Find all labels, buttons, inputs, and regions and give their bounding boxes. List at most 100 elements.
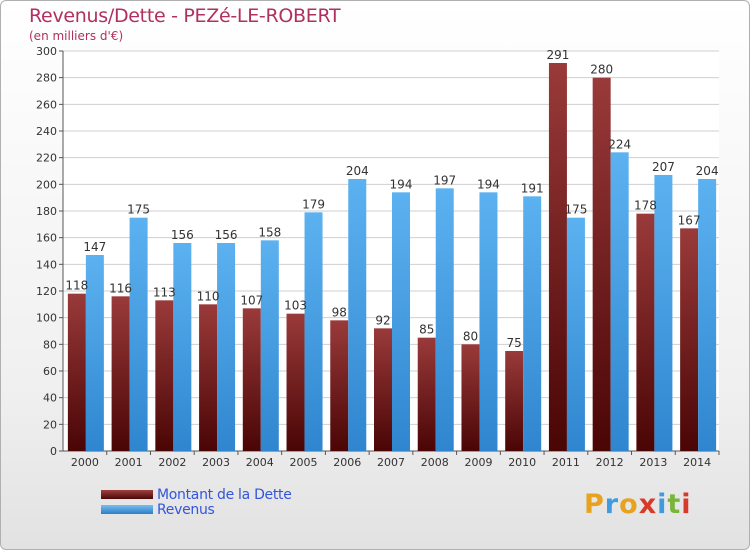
data-label-revenus: 197 [433, 173, 456, 187]
data-label-dette: 103 [284, 299, 307, 313]
legend-label-revenus: Revenus [157, 501, 215, 518]
data-label-dette: 92 [375, 313, 390, 327]
bar-revenus [654, 175, 673, 451]
x-tick-label: 2000 [71, 456, 99, 469]
data-label-revenus: 158 [258, 225, 281, 239]
x-tick-label: 2001 [115, 456, 143, 469]
legend-label-dette: Montant de la Dette [157, 486, 292, 503]
x-tick-label: 2006 [333, 456, 361, 469]
x-tick-label: 2012 [596, 456, 624, 469]
bar-dette [330, 320, 349, 451]
legend-swatch-revenus [101, 505, 153, 514]
bar-dette [680, 228, 699, 451]
data-label-revenus: 194 [477, 177, 500, 191]
data-label-dette: 75 [507, 336, 522, 350]
logo-letter: o [619, 489, 639, 520]
data-label-dette: 116 [109, 281, 132, 295]
x-tick-label: 2010 [508, 456, 536, 469]
bar-dette [417, 337, 436, 451]
y-tick-label: 0 [50, 445, 57, 458]
bar-revenus [435, 188, 454, 452]
x-tick-label: 2002 [158, 456, 186, 469]
y-tick-label: 300 [36, 45, 57, 58]
legend: Montant de la Dette Revenus [101, 486, 292, 518]
y-tick-label: 20 [43, 418, 57, 431]
legend-swatch-dette [101, 490, 153, 499]
x-tick-label: 2007 [377, 456, 405, 469]
bar-dette [242, 308, 261, 451]
bar-revenus [566, 217, 585, 451]
y-tick-label: 280 [36, 72, 57, 85]
data-label-revenus: 175 [127, 203, 150, 217]
bar-revenus [479, 192, 498, 452]
data-label-revenus: 204 [696, 164, 719, 178]
legend-item-dette: Montant de la Dette [101, 486, 292, 503]
y-tick-label: 60 [43, 365, 57, 378]
x-tick-label: 2013 [639, 456, 667, 469]
bar-dette [636, 213, 655, 451]
data-label-dette: 178 [634, 199, 657, 213]
data-label-dette: 280 [590, 63, 613, 77]
bar-revenus [85, 255, 104, 451]
y-tick-label: 140 [36, 258, 57, 271]
y-tick-label: 160 [36, 232, 57, 245]
chart-subtitle: (en milliers d'€) [29, 29, 124, 43]
y-tick-label: 40 [43, 392, 57, 405]
x-tick-label: 2014 [683, 456, 711, 469]
data-label-revenus: 147 [83, 240, 106, 254]
y-tick-label: 80 [43, 338, 57, 351]
logo-letter: x [638, 489, 658, 520]
bar-revenus [392, 192, 410, 452]
logo-letter: i [657, 489, 668, 520]
bar-revenus [260, 240, 279, 451]
bar-dette [592, 77, 611, 452]
data-label-revenus: 156 [171, 228, 194, 242]
data-label-revenus: 207 [652, 160, 675, 174]
y-tick-label: 120 [36, 285, 57, 298]
bar-revenus [523, 196, 542, 451]
bar-dette [155, 300, 174, 451]
bar-dette [374, 328, 392, 451]
bar-dette [67, 293, 86, 451]
y-tick-label: 180 [36, 205, 57, 218]
bar-dette [286, 313, 305, 451]
data-label-dette: 107 [240, 293, 263, 307]
logo-letter: i [681, 489, 692, 520]
data-label-dette: 113 [153, 285, 176, 299]
data-label-revenus: 224 [608, 137, 631, 151]
x-tick-label: 2004 [246, 456, 274, 469]
bar-revenus [348, 179, 367, 451]
data-label-revenus: 156 [215, 228, 238, 242]
y-tick-label: 220 [36, 152, 57, 165]
logo-letter: t [667, 489, 682, 520]
x-tick-label: 2009 [464, 456, 492, 469]
bar-revenus [698, 179, 717, 451]
proxiti-logo: Proxiti [584, 489, 692, 520]
y-tick-label: 260 [36, 98, 57, 111]
data-label-dette: 167 [678, 213, 701, 227]
data-label-revenus: 194 [390, 177, 413, 191]
data-label-dette: 98 [332, 305, 347, 319]
data-label-dette: 291 [546, 48, 569, 62]
logo-letter: r [604, 489, 620, 520]
bar-revenus [173, 243, 192, 451]
data-label-dette: 110 [197, 289, 220, 303]
bar-dette [461, 344, 480, 451]
x-tick-label: 2003 [202, 456, 230, 469]
bar-dette [505, 351, 524, 451]
data-label-revenus: 175 [564, 203, 587, 217]
data-label-dette: 118 [65, 279, 88, 293]
logo-letter: P [584, 489, 605, 520]
data-label-dette: 80 [463, 329, 478, 343]
chart-title: Revenus/Dette - PEZé-LE-ROBERT [29, 5, 341, 27]
data-label-revenus: 179 [302, 197, 325, 211]
data-label-revenus: 191 [521, 181, 544, 195]
x-tick-label: 2011 [552, 456, 580, 469]
y-tick-label: 200 [36, 178, 57, 191]
legend-item-revenus: Revenus [101, 501, 292, 518]
bar-revenus [217, 243, 236, 451]
bar-dette [548, 63, 567, 451]
bar-dette [199, 304, 218, 451]
